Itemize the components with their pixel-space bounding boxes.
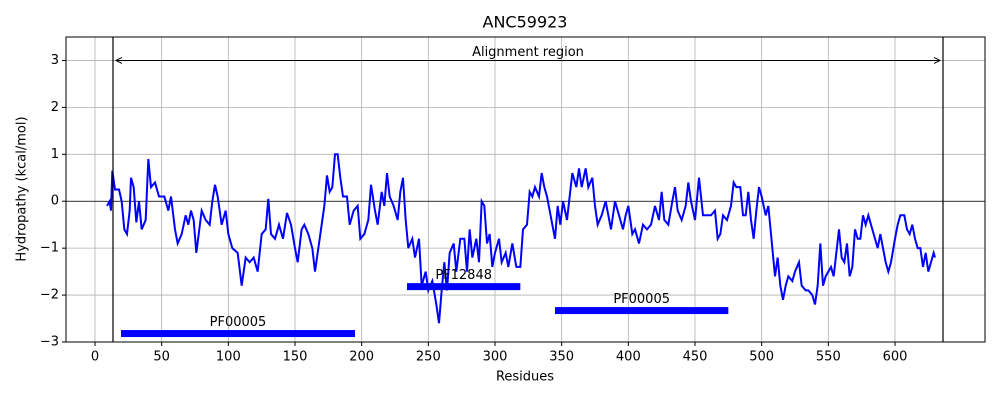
chart-title: ANC59923 [483, 13, 568, 32]
x-tick-label: 450 [683, 350, 708, 365]
x-tick-label: 0 [91, 350, 99, 365]
x-tick-label: 250 [416, 350, 441, 365]
y-tick-label: 3 [51, 53, 59, 68]
x-tick-label: 100 [216, 350, 241, 365]
y-tick-label: −1 [40, 241, 59, 256]
domain-bar [407, 283, 521, 291]
x-tick-label: 400 [616, 350, 641, 365]
x-tick-label: 600 [883, 350, 908, 365]
plot-frame [65, 36, 986, 343]
y-tick-label: −2 [40, 288, 59, 303]
y-tick-label: 2 [51, 100, 59, 115]
arrow-label: Alignment region [472, 45, 584, 60]
x-tick-label: 300 [483, 350, 508, 365]
x-tick-label: 150 [283, 350, 308, 365]
x-axis-label: Residues [496, 370, 554, 385]
x-tick-label: 200 [349, 350, 374, 365]
arrow-head [114, 57, 123, 64]
y-tick-label: 1 [51, 147, 59, 162]
domain-bar [555, 307, 729, 315]
x-tick-label: 550 [816, 350, 841, 365]
domain-bar [121, 330, 355, 338]
x-tick-label: 50 [153, 350, 170, 365]
y-tick-label: 0 [51, 194, 59, 209]
y-axis-label: Hydropathy (kcal/mol) [15, 116, 30, 261]
domain-label: PF12848 [435, 268, 492, 283]
arrow-head [933, 57, 942, 64]
hydropathy-line [106, 153, 936, 324]
x-tick-label: 500 [749, 350, 774, 365]
y-tick-label: −3 [40, 335, 59, 350]
domain-label: PF00005 [210, 315, 267, 330]
domain-label: PF00005 [613, 292, 670, 307]
x-tick-label: 350 [549, 350, 574, 365]
